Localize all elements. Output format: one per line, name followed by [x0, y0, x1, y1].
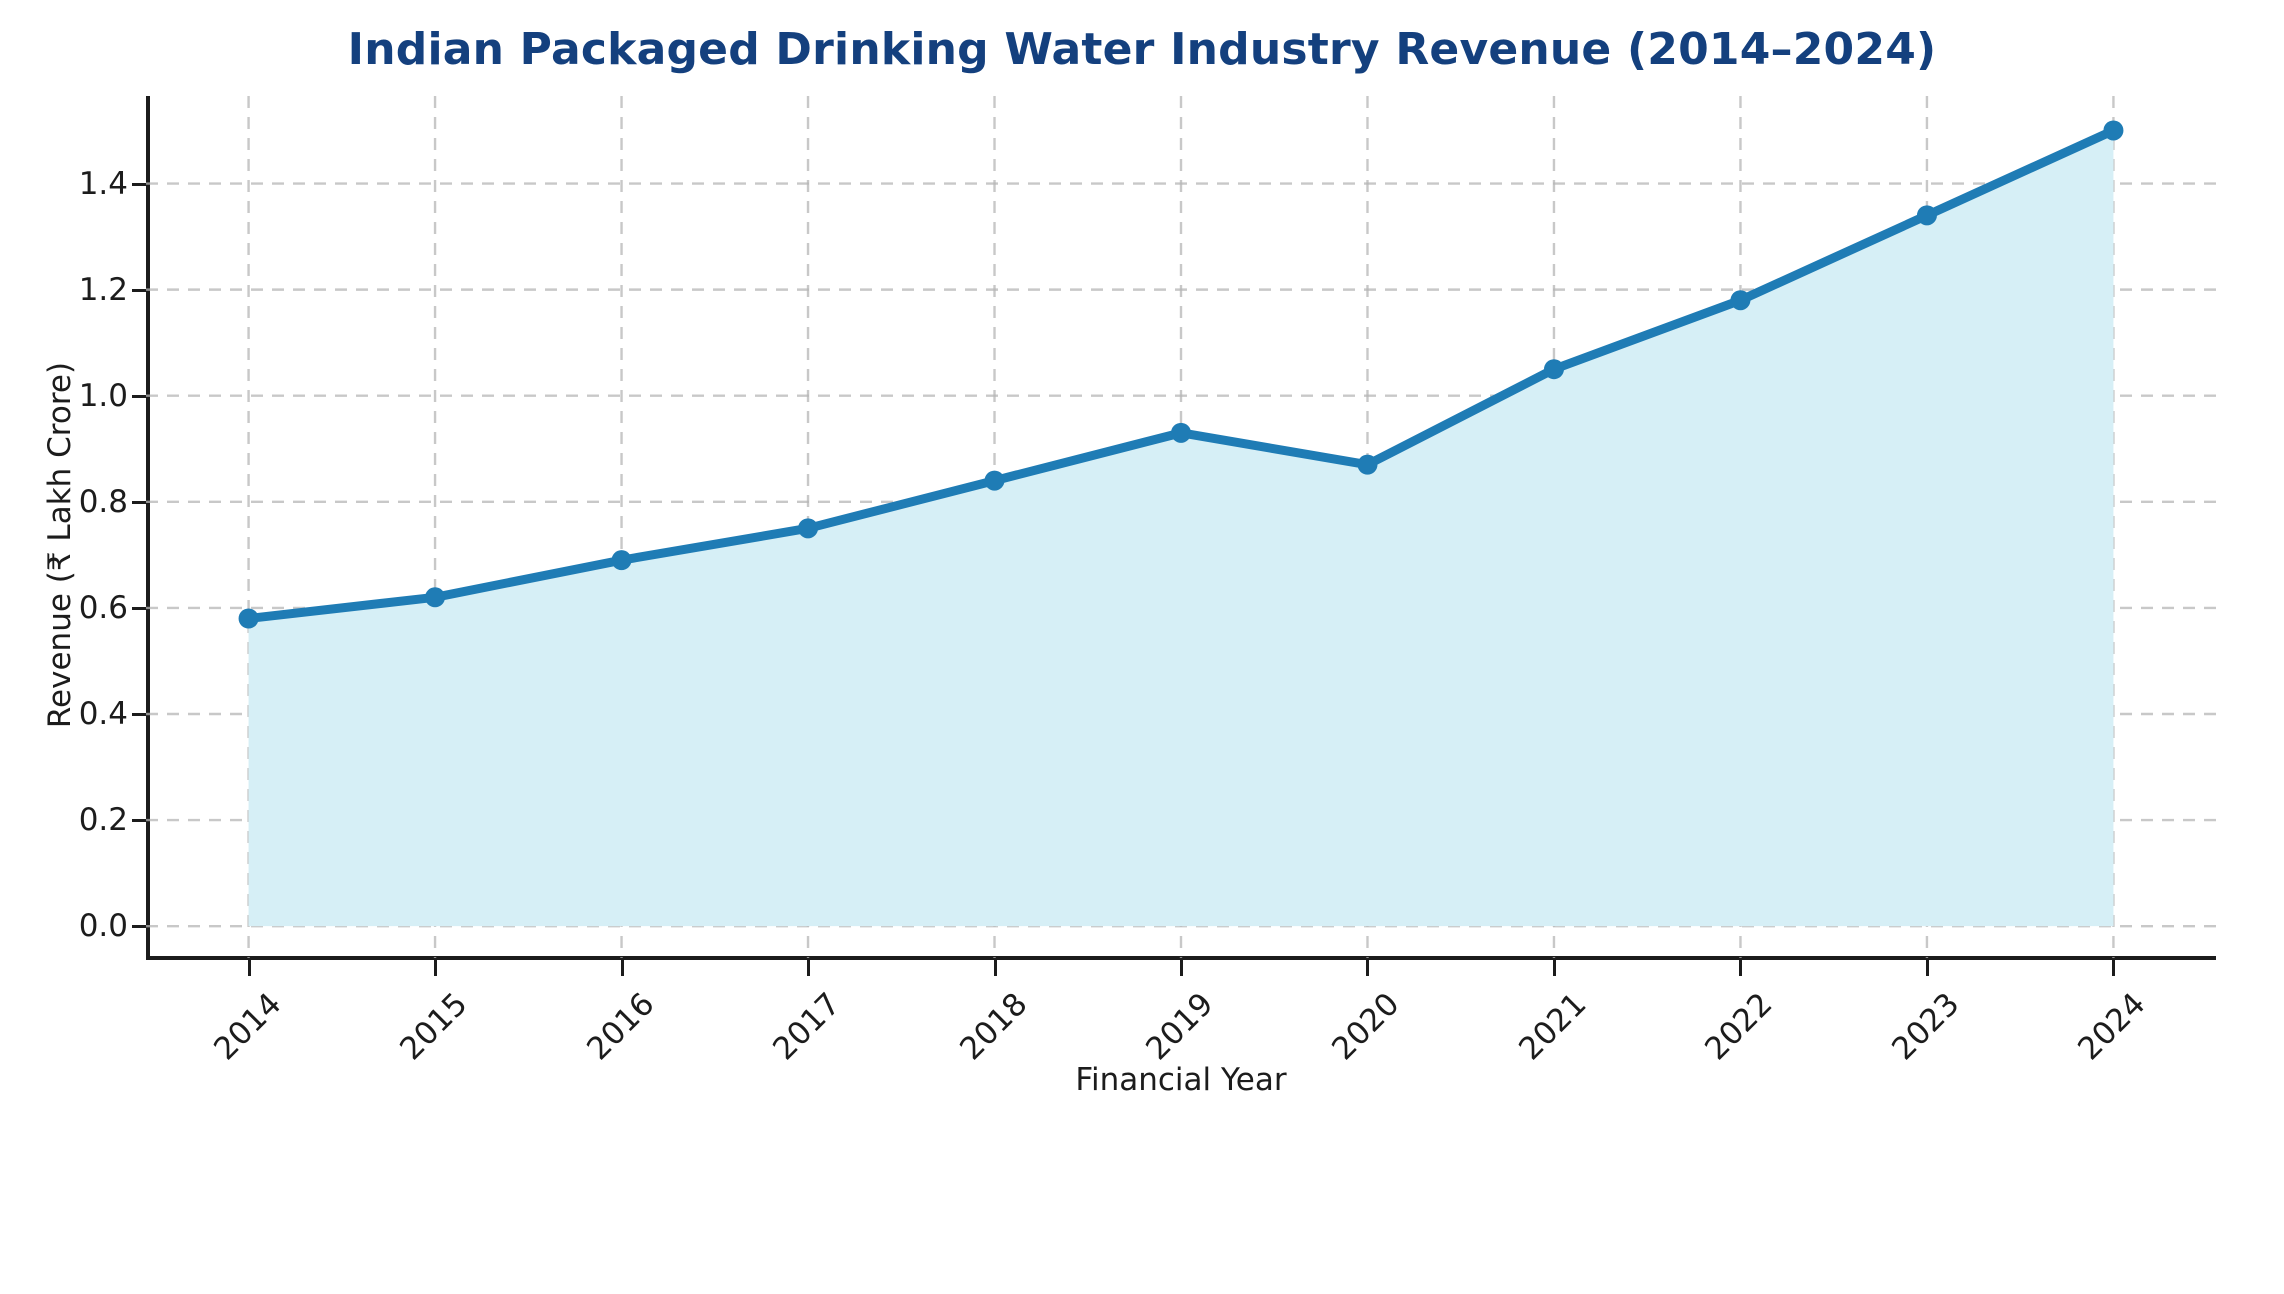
y-axis-tick-mark — [132, 500, 148, 504]
x-axis-tick-label: 2020 — [1325, 986, 1407, 1068]
line-chart-svg — [146, 96, 2216, 958]
x-axis-tick-label: 2015 — [393, 986, 475, 1068]
y-axis-tick-mark — [132, 288, 148, 292]
x-axis-tick-mark — [1739, 960, 1743, 976]
y-axis-tick-mark — [132, 819, 148, 823]
y-axis-tick-label: 0.4 — [78, 695, 128, 732]
x-axis-tick-label: 2016 — [579, 986, 661, 1068]
x-axis-tick-mark — [247, 960, 251, 976]
x-axis-tick-mark — [1925, 960, 1929, 976]
chart-figure: Indian Packaged Drinking Water Industry … — [0, 0, 2216, 1118]
y-axis-tick-mark — [132, 925, 148, 929]
plot-area — [146, 96, 2216, 958]
y-axis-tick-mark — [132, 606, 148, 610]
y-axis-spine — [146, 96, 150, 960]
y-axis-tick-label: 1.2 — [78, 271, 128, 308]
x-axis-tick-mark — [434, 960, 438, 976]
y-axis-tick-mark — [132, 182, 148, 186]
y-axis-tick-label: 0.0 — [78, 908, 128, 945]
y-axis-tick-label: 1.4 — [78, 165, 128, 202]
x-axis-tick-label: 2018 — [952, 986, 1034, 1068]
data-point-markers — [238, 120, 2124, 629]
chart-title: Indian Packaged Drinking Water Industry … — [347, 24, 1937, 75]
x-axis-tick-label: 2019 — [1139, 986, 1221, 1068]
x-axis-tick-mark — [807, 960, 811, 976]
x-axis-tick-mark — [620, 960, 624, 976]
y-axis-tick-labels: 0.0 0.2 0.4 0.6 0.8 1.0 1.2 1.4 — [0, 0, 128, 1118]
x-axis-tick-label: 2021 — [1512, 986, 1594, 1068]
y-axis-tick-label: 0.8 — [78, 483, 128, 520]
x-axis-tick-mark — [1180, 960, 1183, 976]
x-axis-tick-label: 2023 — [1885, 986, 1967, 1068]
x-axis-tick-label: 2024 — [2071, 986, 2153, 1068]
y-axis-tick-mark — [132, 712, 148, 716]
y-axis-tick-label: 0.2 — [78, 802, 128, 839]
y-axis-tick-label: 0.6 — [78, 589, 128, 626]
x-axis-tick-mark — [1366, 960, 1370, 976]
y-axis-label: Revenue (₹ Lakh Crore) — [42, 361, 78, 729]
x-axis-tick-label: 2022 — [1698, 986, 1780, 1068]
x-axis-spine — [146, 956, 2216, 960]
y-axis-tick-mark — [132, 394, 148, 398]
area-fill-path — [248, 130, 2114, 927]
x-axis-label: Financial Year — [1075, 1062, 1287, 1098]
x-axis-tick-mark — [993, 960, 997, 976]
x-axis-tick-label: 2017 — [766, 986, 848, 1068]
y-axis-tick-label: 1.0 — [78, 377, 128, 414]
x-axis-tick-mark — [2112, 960, 2116, 976]
x-axis-tick-mark — [1552, 960, 1556, 976]
